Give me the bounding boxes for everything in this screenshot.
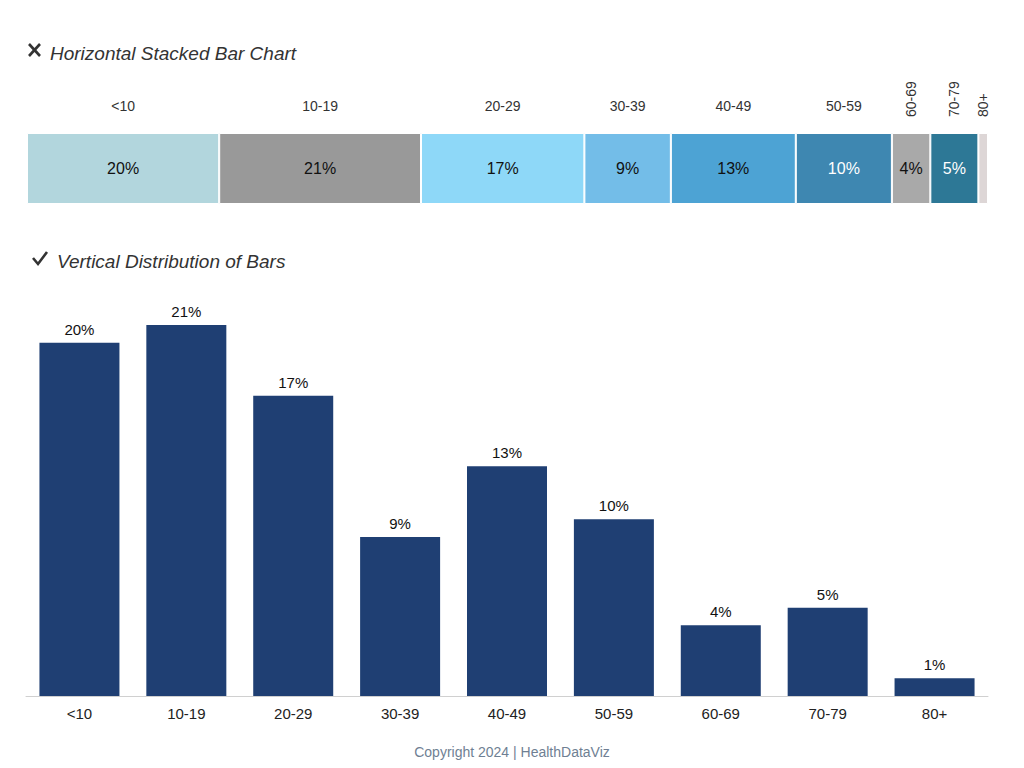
svg-text:13%: 13%	[492, 444, 522, 461]
svg-text:4%: 4%	[900, 160, 923, 177]
svg-text:10-19: 10-19	[302, 98, 338, 114]
svg-text:20-29: 20-29	[485, 98, 521, 114]
svg-text:<10: <10	[111, 98, 135, 114]
svg-text:80+: 80+	[975, 93, 991, 117]
svg-text:20%: 20%	[64, 321, 94, 338]
svg-text:5%: 5%	[943, 160, 966, 177]
svg-text:21%: 21%	[171, 303, 201, 320]
svg-text:80+: 80+	[922, 705, 948, 722]
svg-text:20%: 20%	[107, 160, 139, 177]
svg-text:10%: 10%	[828, 160, 860, 177]
svg-text:50-59: 50-59	[826, 98, 862, 114]
svg-text:9%: 9%	[616, 160, 639, 177]
svg-text:4%: 4%	[710, 603, 732, 620]
svg-text:60-69: 60-69	[702, 705, 740, 722]
svg-text:Horizontal Stacked Bar Chart: Horizontal Stacked Bar Chart	[50, 43, 297, 64]
svg-text:17%: 17%	[487, 160, 519, 177]
svg-text:21%: 21%	[304, 160, 336, 177]
svg-text:13%: 13%	[717, 160, 749, 177]
svg-text:70-79: 70-79	[808, 705, 846, 722]
svg-text:9%: 9%	[389, 515, 411, 532]
svg-text:1%: 1%	[924, 656, 946, 673]
svg-text:50-59: 50-59	[595, 705, 633, 722]
svg-text:10%: 10%	[599, 497, 629, 514]
svg-text:30-39: 30-39	[381, 705, 419, 722]
svg-text:5%: 5%	[817, 586, 839, 603]
svg-text:20-29: 20-29	[274, 705, 312, 722]
svg-text:70-79: 70-79	[946, 81, 962, 117]
svg-text:Copyright 2024 | HealthDataViz: Copyright 2024 | HealthDataViz	[414, 744, 610, 760]
svg-text:<10: <10	[67, 705, 92, 722]
svg-text:Vertical Distribution of Bars: Vertical Distribution of Bars	[57, 251, 286, 272]
svg-text:60-69: 60-69	[903, 81, 919, 117]
svg-text:17%: 17%	[278, 374, 308, 391]
svg-text:10-19: 10-19	[167, 705, 205, 722]
svg-text:40-49: 40-49	[715, 98, 751, 114]
svg-text:40-49: 40-49	[488, 705, 526, 722]
svg-text:30-39: 30-39	[610, 98, 646, 114]
